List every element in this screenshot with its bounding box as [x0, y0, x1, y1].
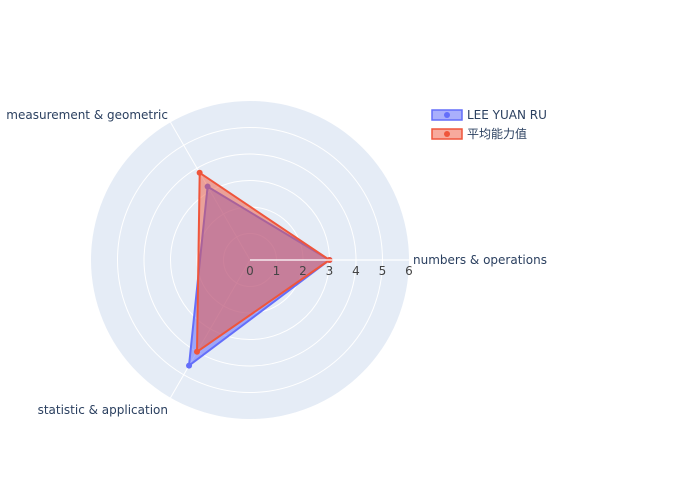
axis-label-0: numbers & operations	[413, 253, 547, 267]
legend: LEE YUAN RU 平均能力值	[431, 108, 547, 141]
axis-label-1: measurement & geometric	[6, 108, 168, 122]
series-1-point-2[interactable]	[194, 348, 200, 355]
radial-tick-label: 0	[246, 264, 254, 278]
axis-labels: numbers & operations measurement & geomet…	[6, 108, 547, 417]
axis-label-2: statistic & application	[38, 403, 168, 417]
series-area-1	[196, 171, 331, 353]
radial-tick-label: 1	[273, 264, 281, 278]
series-layer	[186, 169, 333, 369]
radial-ticks: 0 1 2 3 4 5 6	[246, 259, 413, 278]
radial-tick-label: 5	[379, 264, 387, 278]
legend-item-1[interactable]: 平均能力值	[431, 126, 527, 141]
radial-tick-label: 2	[299, 264, 307, 278]
series-0-point-2[interactable]	[186, 362, 193, 369]
radial-tick-label: 4	[352, 264, 360, 278]
legend-marker	[444, 112, 450, 118]
legend-marker	[444, 131, 450, 137]
series-1-point-1[interactable]	[196, 169, 203, 176]
radial-tick-label: 6	[405, 264, 413, 278]
legend-label: 平均能力值	[467, 126, 527, 141]
radial-tick-label: 3	[326, 264, 334, 278]
legend-label: LEE YUAN RU	[467, 108, 547, 122]
legend-item-0[interactable]: LEE YUAN RU	[431, 108, 547, 122]
